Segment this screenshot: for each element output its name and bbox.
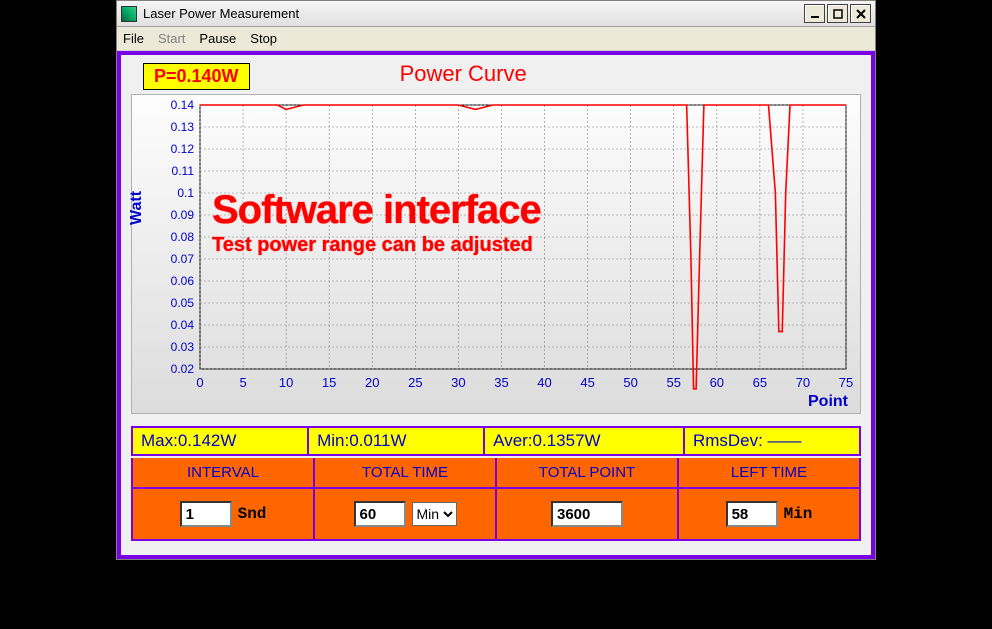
menubar: File Start Pause Stop [117,27,875,51]
svg-text:70: 70 [796,375,810,390]
svg-text:0.05: 0.05 [171,296,195,310]
overlay-watermark: Software interface Test power range can … [212,189,541,256]
client-area: P=0.140W Power Curve Watt 0.14 0.13 0.12 0.… [117,51,875,559]
overlay-subtitle: Test power range can be adjusted [212,235,541,256]
stat-max: Max:0.142W [133,428,309,454]
svg-text:0.14: 0.14 [171,99,195,112]
menu-stop[interactable]: Stop [250,31,277,46]
svg-text:55: 55 [666,375,680,390]
chart-title: Power Curve [400,61,527,87]
titlebar[interactable]: Laser Power Measurement [117,1,875,27]
left-time-panel: LEFT TIME Min [679,458,859,539]
left-time-unit: Min [784,505,813,523]
overlay-title: Software interface [212,189,541,231]
svg-text:5: 5 [239,375,246,390]
total-time-unit-select[interactable]: Min [412,502,457,526]
svg-text:0.08: 0.08 [171,230,195,244]
svg-text:25: 25 [408,375,422,390]
svg-text:0.03: 0.03 [171,340,195,354]
total-time-panel: TOTAL TIME Min [315,458,497,539]
left-time-label: LEFT TIME [679,458,859,489]
svg-text:0.07: 0.07 [171,252,195,266]
interval-unit: Snd [238,505,267,523]
svg-text:0.06: 0.06 [171,274,195,288]
stat-aver: Aver:0.1357W [485,428,685,454]
maximize-button[interactable] [827,4,848,23]
interval-input[interactable] [180,501,232,527]
svg-text:0.09: 0.09 [171,208,195,222]
chart-area: Watt 0.14 0.13 0.12 0.11 0.1 0.09 0.08 0.07 0.06… [131,94,861,414]
svg-text:0: 0 [196,375,203,390]
chart-header-row: P=0.140W Power Curve [131,63,861,90]
total-time-input[interactable] [354,501,406,527]
stat-min: Min:0.011W [309,428,485,454]
app-icon [121,6,137,22]
stat-rmsdev: RmsDev: —— [685,428,859,454]
power-reading-badge: P=0.140W [143,63,250,90]
svg-text:60: 60 [710,375,724,390]
svg-text:30: 30 [451,375,465,390]
minimize-button[interactable] [804,4,825,23]
svg-text:50: 50 [623,375,637,390]
svg-text:40: 40 [537,375,551,390]
menu-pause[interactable]: Pause [199,31,236,46]
svg-text:35: 35 [494,375,508,390]
svg-text:0.04: 0.04 [171,318,195,332]
svg-text:0.13: 0.13 [171,120,195,134]
svg-text:75: 75 [839,375,853,390]
app-window: Laser Power Measurement File Start Pause… [116,0,876,560]
window-controls [804,4,871,23]
menu-start[interactable]: Start [158,31,185,46]
window-title: Laser Power Measurement [143,6,804,21]
total-point-panel: TOTAL POINT [497,458,679,539]
svg-text:65: 65 [753,375,767,390]
controls-row: INTERVAL Snd TOTAL TIME Min TOTAL POINT [131,458,861,541]
svg-text:0.11: 0.11 [172,164,195,178]
svg-text:45: 45 [580,375,594,390]
interval-panel: INTERVAL Snd [133,458,315,539]
svg-text:10: 10 [279,375,293,390]
svg-text:15: 15 [322,375,336,390]
interval-label: INTERVAL [133,458,313,489]
svg-text:20: 20 [365,375,379,390]
left-time-input[interactable] [726,501,778,527]
total-point-input[interactable] [551,501,623,527]
svg-text:0.1: 0.1 [177,186,194,200]
close-button[interactable] [850,4,871,23]
total-time-label: TOTAL TIME [315,458,495,489]
x-axis-label: Point [808,393,848,411]
total-point-label: TOTAL POINT [497,458,677,489]
menu-file[interactable]: File [123,31,144,46]
stats-row: Max:0.142W Min:0.011W Aver:0.1357W RmsDe… [131,426,861,456]
svg-text:0.02: 0.02 [171,362,195,376]
svg-text:0.12: 0.12 [171,142,195,156]
y-axis-label: Watt [128,191,146,225]
